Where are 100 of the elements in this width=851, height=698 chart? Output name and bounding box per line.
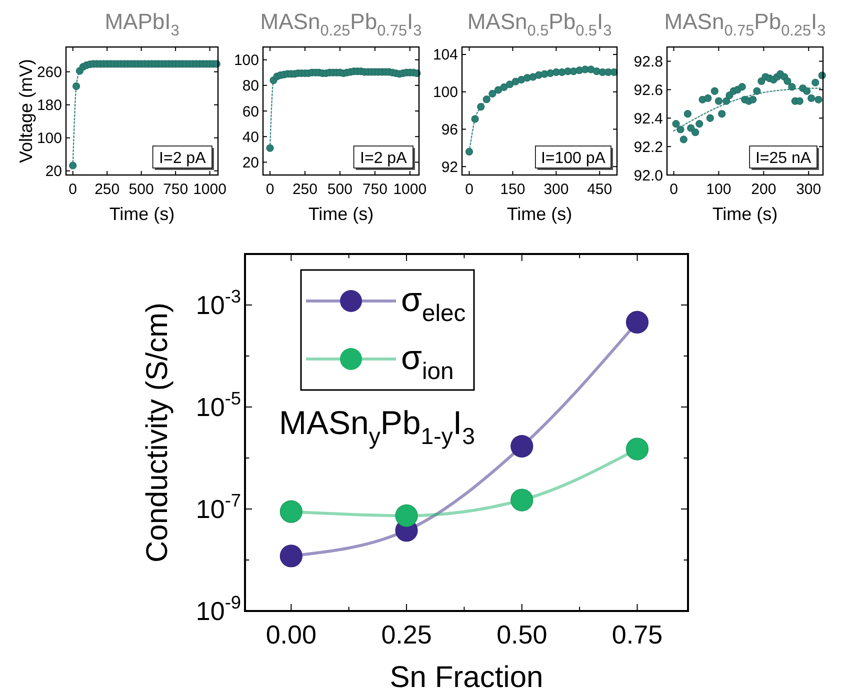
point <box>714 97 722 105</box>
y-tick-label: 60 <box>242 103 259 120</box>
y-tick-label: 80 <box>242 78 259 95</box>
point <box>69 162 77 170</box>
point <box>477 102 485 111</box>
x-tick-label: 0.00 <box>266 620 316 650</box>
x-tick-label: 0 <box>68 180 78 198</box>
point <box>784 77 792 85</box>
y-tick-label: 92.4 <box>634 110 663 128</box>
x-tick-label: 750 <box>362 180 388 198</box>
y-tick-label: 20 <box>45 163 62 180</box>
x-tick-label: 200 <box>751 180 776 198</box>
x-tick-label: 750 <box>163 180 188 198</box>
chart-title: MASn$_{0.75}$Pb$_{0.25}$I$_{3}$ <box>664 9 826 40</box>
point <box>687 124 695 132</box>
point <box>753 87 761 95</box>
x-tick-label: 100 <box>706 180 732 198</box>
x-tick-label: 1000 <box>193 180 226 198</box>
y-tick-label: 100 <box>432 84 458 102</box>
x-tick-label: 1000 <box>393 180 427 198</box>
point <box>506 80 514 88</box>
x-axis-title: Time (s) <box>308 204 374 224</box>
x-tick-label: 250 <box>94 180 120 198</box>
y-tick-label: 260 <box>36 64 62 82</box>
x-tick-label: 150 <box>500 180 526 198</box>
point <box>395 504 418 527</box>
y-axis-title: Voltage (mV) <box>16 58 36 164</box>
annotation: I=2 pA <box>360 150 408 167</box>
point <box>488 90 496 98</box>
point <box>684 110 692 118</box>
legend-label: σ$_{elec}$ <box>401 281 466 328</box>
chart-title: MASn$_{0.5}$Pb$_{0.5}$I$_{3}$ <box>467 9 612 40</box>
point <box>692 128 700 136</box>
x-axis-title: Sn Fraction <box>390 661 544 694</box>
x-tick-label: 250 <box>292 180 318 198</box>
x-tick-label: 450 <box>587 180 612 198</box>
point <box>510 488 534 512</box>
x-axis-title: Time (s) <box>109 204 175 224</box>
point <box>704 94 712 102</box>
x-tick-label: 0.25 <box>381 620 432 650</box>
chart-title: MASn$_{0.25}$Pb$_{0.75}$I$_{3}$ <box>260 9 422 40</box>
point <box>738 83 746 91</box>
y-tick-label: 40 <box>242 128 259 146</box>
point <box>814 96 822 104</box>
y-tick-label: 10$^{-9}$ <box>196 592 241 626</box>
annotation: I=100 pA <box>540 150 606 167</box>
point <box>266 144 274 152</box>
x-tick-label: 300 <box>544 180 569 198</box>
point <box>796 97 804 105</box>
x-tick-label: 500 <box>128 180 154 198</box>
y-tick-label: 92.2 <box>634 138 663 156</box>
point <box>718 110 726 118</box>
x-tick-label: 0 <box>465 180 474 198</box>
annotation: I=25 nA <box>755 150 812 167</box>
y-tick-label: 10$^{-7}$ <box>196 490 241 524</box>
point <box>465 148 474 156</box>
point <box>626 310 649 334</box>
y-tick-label: 96 <box>441 121 458 138</box>
x-tick-label: 0.50 <box>496 620 548 650</box>
y-tick-label: 180 <box>36 97 62 114</box>
y-axis-title: Conductivity (S/cm) <box>141 302 174 563</box>
point <box>482 96 490 104</box>
point <box>510 434 534 458</box>
point <box>280 500 302 523</box>
point <box>494 86 502 94</box>
y-tick-label: 10$^{-3}$ <box>196 286 241 320</box>
y-tick-label: 100 <box>36 130 62 148</box>
y-tick-label: 100 <box>234 52 259 70</box>
y-tick-label: 10$^{-5}$ <box>196 388 241 422</box>
point <box>710 87 718 95</box>
point <box>518 76 526 84</box>
point <box>812 78 820 86</box>
y-tick-label: 92.6 <box>634 82 663 99</box>
point <box>672 120 680 128</box>
y-tick-label: 92.8 <box>634 53 663 70</box>
x-tick-label: 300 <box>796 180 822 198</box>
x-axis-title: Time (s) <box>506 204 572 224</box>
y-tick-label: 20 <box>242 154 259 172</box>
x-axis-title: Time (s) <box>712 204 778 224</box>
point <box>808 94 816 102</box>
point <box>626 438 649 460</box>
point <box>788 83 796 91</box>
annotation: MASn$_{y}$Pb$_{1-y}$I$_{3}$ <box>279 404 475 449</box>
point <box>72 82 80 90</box>
point <box>471 115 479 123</box>
y-tick-label: 92 <box>441 158 458 176</box>
point <box>749 96 757 104</box>
x-tick-label: 0 <box>670 180 678 198</box>
x-tick-label: 0 <box>266 180 274 198</box>
point <box>696 120 704 128</box>
point <box>706 114 714 122</box>
legend-label: σ$_{ion}$ <box>401 339 454 386</box>
point <box>500 83 508 91</box>
point <box>280 544 302 568</box>
x-tick-label: 0.75 <box>612 620 663 650</box>
y-tick-label: 92.0 <box>634 167 663 184</box>
chart-title: MAPbI$_{3}$ <box>104 9 180 40</box>
x-tick-label: 500 <box>327 180 352 198</box>
point <box>680 136 688 144</box>
annotation: I=2 pA <box>159 150 206 167</box>
